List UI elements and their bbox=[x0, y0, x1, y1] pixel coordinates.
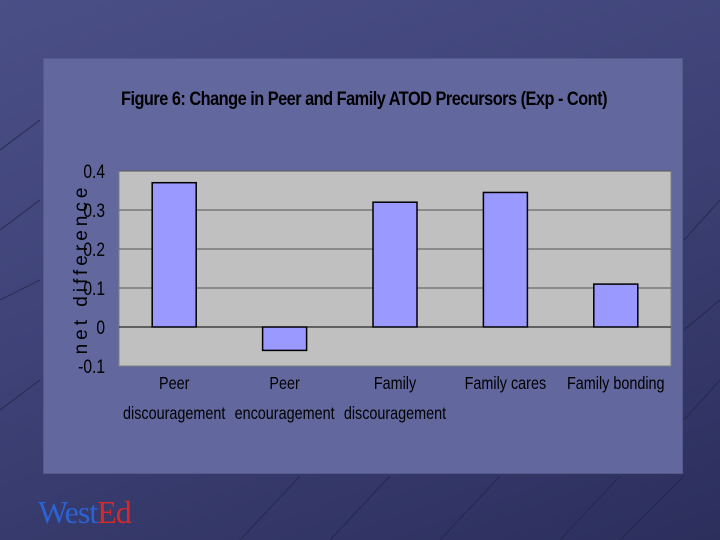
x-tick-label: Family bbox=[374, 374, 417, 394]
y-tick-label: 0.2 bbox=[83, 239, 105, 261]
wested-logo: WestEd bbox=[38, 494, 132, 531]
y-axis-label: net difference bbox=[71, 183, 92, 355]
bar bbox=[482, 191, 529, 328]
logo-part-west: West bbox=[38, 494, 98, 530]
y-tick-label: 0 bbox=[96, 317, 105, 339]
x-tick-label: Family cares bbox=[465, 374, 547, 394]
bar bbox=[593, 283, 639, 328]
x-tick-label: discouragement bbox=[123, 404, 226, 424]
bar bbox=[372, 201, 418, 328]
x-tick-label: Peer bbox=[159, 374, 190, 394]
x-tick-label: discouragement bbox=[344, 404, 447, 424]
bar-chart: -0.1 0 0.1 0.2 0.3 0.4 Peer discouragement Peer e… bbox=[78, 161, 672, 424]
y-tick-label: -0.1 bbox=[78, 356, 105, 378]
x-tick-label: Peer bbox=[269, 374, 300, 394]
logo-part-ed: Ed bbox=[97, 494, 132, 530]
chart-panel: -0.1 0 0.1 0.2 0.3 0.4 Peer discouragement Peer e… bbox=[43, 58, 683, 474]
chart-title: Figure 6: Change in Peer and Family ATOD… bbox=[120, 89, 608, 110]
y-tick-label: 0.4 bbox=[83, 161, 105, 183]
bar bbox=[261, 326, 308, 352]
bar bbox=[151, 181, 197, 328]
x-tick-label: Family bonding bbox=[567, 374, 665, 394]
y-tick-label: 0.1 bbox=[83, 278, 105, 300]
x-tick-label: encouragement bbox=[235, 404, 335, 424]
y-tick-label: 0.3 bbox=[83, 200, 105, 222]
